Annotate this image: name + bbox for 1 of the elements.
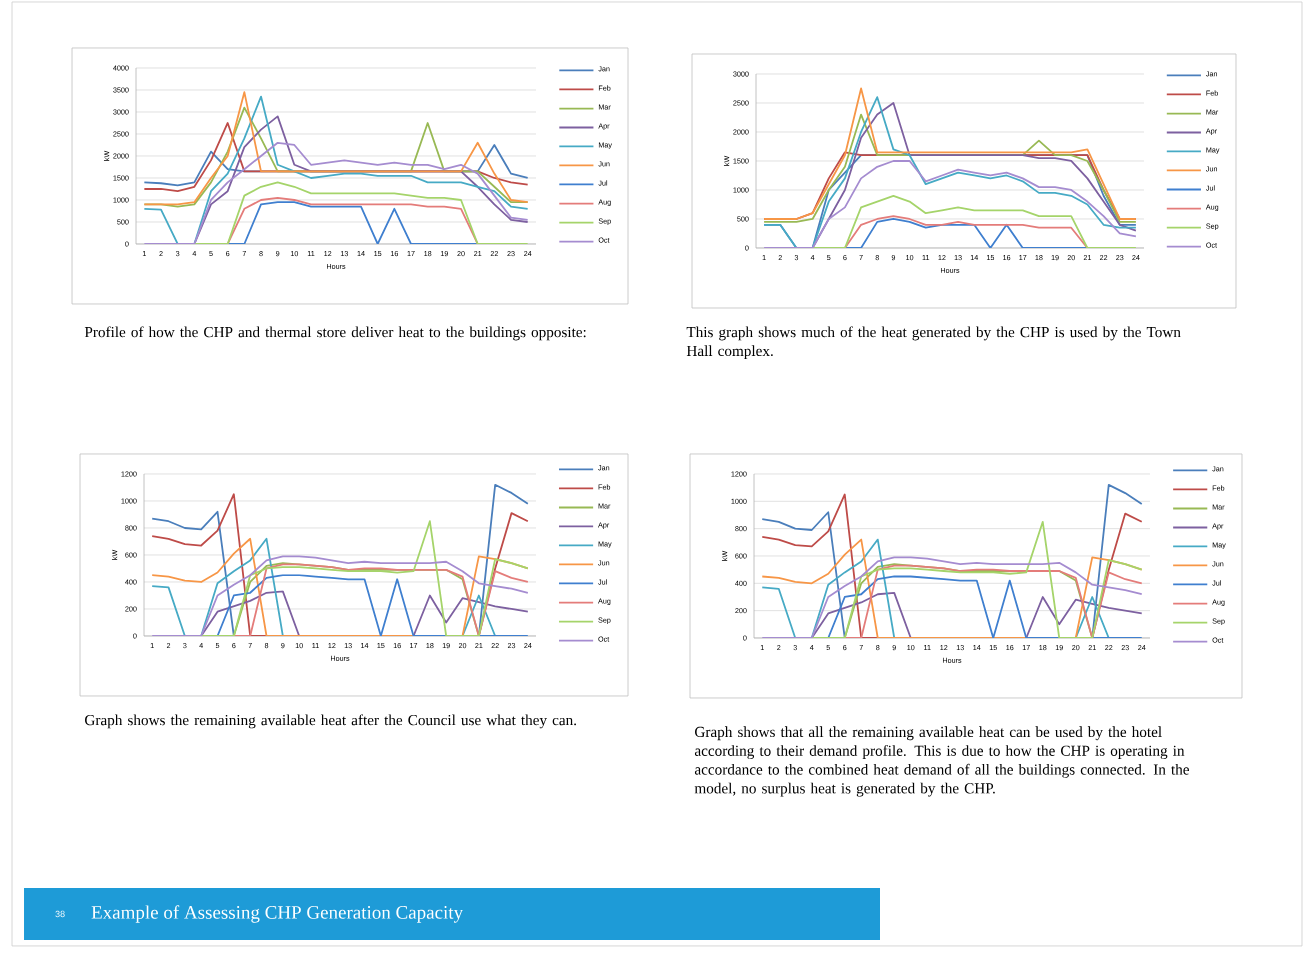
text: Example of Assessing CHP Generation Capacity [91, 905, 464, 923]
